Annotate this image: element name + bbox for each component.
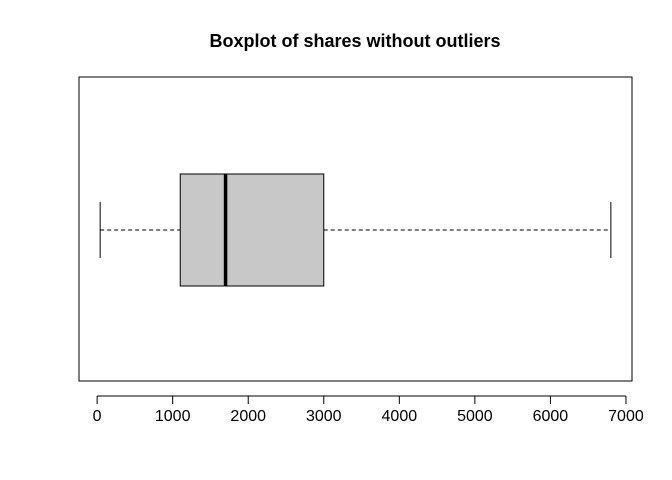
x-tick-label: 4000 <box>382 408 418 425</box>
x-tick-label: 7000 <box>608 408 644 425</box>
x-tick-label: 6000 <box>533 408 569 425</box>
x-tick-label: 0 <box>93 408 102 425</box>
boxplot-group <box>99 173 612 287</box>
x-tick-label: 1000 <box>155 408 191 425</box>
x-axis: 0 1000 2000 3000 4000 5000 6000 7000 <box>93 396 644 425</box>
x-tick-label: 2000 <box>230 408 266 425</box>
x-tick-label: 3000 <box>306 408 342 425</box>
x-tick-label: 5000 <box>457 408 493 425</box>
iqr-box <box>179 173 325 287</box>
chart-title: Boxplot of shares without outliers <box>209 31 500 51</box>
plot-frame <box>78 76 633 382</box>
